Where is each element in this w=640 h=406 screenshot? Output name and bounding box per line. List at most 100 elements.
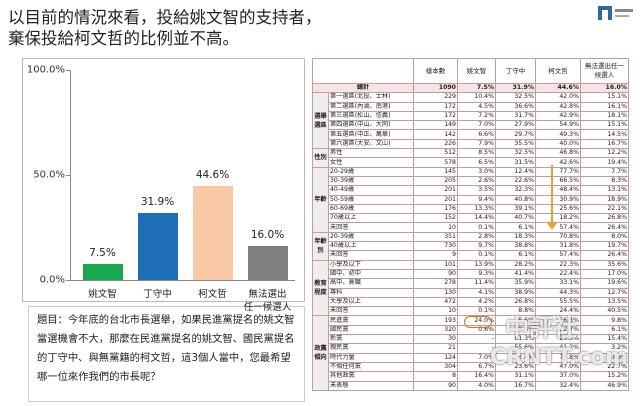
y-tick-label: 0.0% [39,274,65,286]
cell: 40.7% [495,213,536,224]
y-tick [66,70,70,71]
row-label: 第四選區(中山、大同) [328,120,414,131]
cell: 2.6% [457,175,496,187]
table-row: 專科 130 4.1% 38.9% 44.3% 12.7% [313,287,629,298]
cell: 26.8% [495,296,536,308]
cell: 172 [413,110,458,122]
table-row: 未表態 90 4.0% 16.7% 32.4% 46.9% [313,380,629,391]
cell: 14.4% [457,213,496,224]
cell: 9 [413,250,458,261]
y-tick-label: 50.0% [33,169,65,181]
cell: 205 [413,175,458,187]
y-axis [70,70,71,280]
cell: 48.4% [535,185,581,196]
cell: 44.3% [535,287,581,298]
row-label: 第三選區(松山、信義) [328,110,414,122]
cell: 26.4% [580,250,629,261]
y-tick [66,175,70,176]
cell: 30 [413,333,458,345]
group-label: 年齡別 [312,231,329,261]
table-row: 30-39歲 205 2.6% 22.6% 66.5% 8.3% [313,175,629,187]
cell: 40.0% [535,138,581,150]
cell: 19.4% [580,157,629,168]
row-label: 小學及以下 [328,259,414,270]
header-corner [312,58,414,84]
cell: 152 [413,213,458,224]
cell: 304 [413,361,458,373]
bar [247,246,288,280]
cell: 2.8% [457,231,496,243]
row-label: 40歲以上 [328,241,414,252]
table-row: 70歲以上 152 14.4% 40.7% 18.2% 26.8% [313,213,629,224]
cell: 31.8% [535,241,581,252]
row-label: 民進黨 [328,315,414,326]
cell: 39.1% [495,203,536,215]
cell: 13.9% [457,259,496,270]
logo [598,6,633,20]
cell: 31.7% [495,110,536,122]
cell: 730 [413,241,458,252]
table-row: 未回答 10 0.1% 8.8% 24.4% 40.5% [313,306,629,317]
cell: 30.9% [535,194,581,205]
cell: 12.7% [580,287,629,298]
cell: 49.3% [535,129,581,140]
value-label: 31.9% [140,196,175,208]
cell: 41.4% [495,268,536,280]
cell: 46.8% [535,148,581,159]
table-row: 未回答 9 0.1% 6.1% 57.4% 26.4% [313,250,629,261]
x-tick-label: 丁守中 [143,289,172,300]
cell: 7.9% [457,138,496,150]
table-row: 40歲以上 730 9.7% 38.8% 31.8% 19.7% [313,241,629,252]
table-row: 其他政黨 8 16.4% 31.1% 37.0% 15.2% [313,371,629,382]
cell: 176 [413,203,458,215]
cell: 8 [413,371,458,382]
table-row: 年齡 20-29歲 145 3.0% 12.4% 77.7% 7.7% [312,166,629,233]
cell: 0.1% [457,250,496,261]
cell: 0.1% [457,306,496,317]
cell: 4.0% [457,380,496,391]
row-label: 新黨 [328,333,414,345]
table-row: 60-69歲 176 13.3% 39.1% 25.6% 22.1% [313,203,629,215]
watermark: CRNTT.com [490,345,629,370]
row-label: 時代力量 [328,352,414,363]
group-label: 教育程度 [312,259,329,317]
value-label: 7.5% [89,247,116,260]
bar [137,213,178,280]
cell: 38.8% [495,241,536,252]
cell: 42.6% [535,157,581,168]
cell: 10 [413,306,458,317]
row-label: 總計 [312,82,414,94]
cell: 13.5% [580,296,629,308]
cell: 101 [413,259,458,270]
cell: 18.3% [495,231,536,243]
cell: 7.0% [457,120,496,131]
cell: 36.6% [495,101,536,112]
cell: 32.5% [495,92,536,103]
cell: 40.8% [495,194,536,205]
cell: 15.1% [580,120,629,131]
cell: - [457,333,496,345]
column-header: 無法選出任一候選人 [580,58,629,84]
arrow-head [547,223,557,230]
y-tick [66,280,70,281]
cell: 10.4% [457,92,496,103]
bar [82,264,123,280]
watermark: 中評社 [505,314,577,342]
cell: 13.3% [457,203,496,215]
cell: 278 [413,278,458,289]
row-label: 未回答 [328,250,414,261]
cell: 31.1% [495,371,536,382]
cell: 66.5% [535,175,581,187]
title-line: 棄保投給柯文哲的比例並不高。 [8,29,239,48]
cell: 22.1% [580,203,629,215]
arrow-shaft [551,165,553,223]
cell: 8.5% [457,148,496,159]
column-header: 樣本數 [413,58,458,84]
cell: 57.4% [535,250,581,261]
cell: 11.4% [457,278,496,289]
row-label: 男性 [328,148,414,159]
cell: 9.8% [580,315,629,326]
cell: 46.9% [580,380,629,391]
group-label: 政黨傾向 [312,315,329,391]
